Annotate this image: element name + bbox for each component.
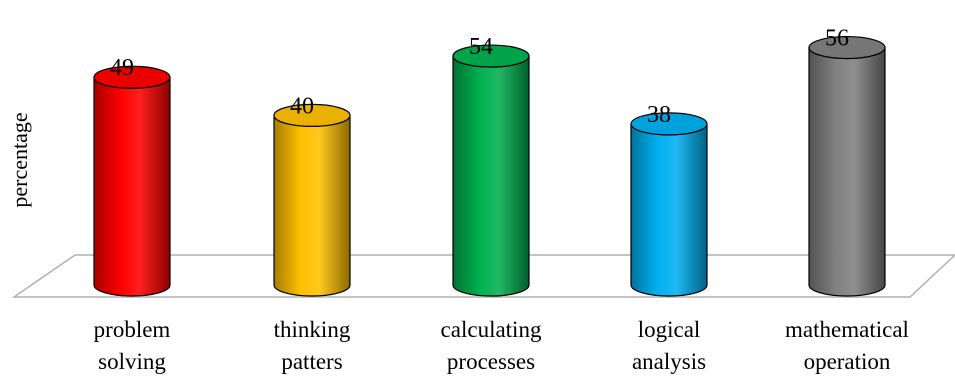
category-label-problem-solving-line-1: problem	[94, 317, 171, 342]
bar-top-logical-analysis	[630, 112, 708, 136]
category-label-mathematical-operation-line-1: mathematical	[785, 317, 909, 342]
bar-top-mathematical-operation	[808, 35, 886, 60]
value-label-thinking-patters: 40	[290, 93, 314, 119]
bar-top-thinking-patters	[273, 103, 351, 128]
bar-body-calculating-processes	[452, 55, 530, 297]
category-label-thinking-patters-line-2: patters	[281, 349, 342, 374]
bar-body-mathematical-operation	[808, 47, 886, 297]
category-label-problem-solving-line-2: solving	[98, 349, 166, 374]
bar-top-calculating-processes	[452, 44, 530, 68]
bar-logical-analysis	[630, 112, 708, 297]
bar-calculating-processes	[452, 44, 530, 297]
bar-problem-solving	[93, 65, 171, 297]
bar-thinking-patters	[273, 103, 351, 297]
bars-group	[93, 35, 886, 297]
value-label-logical-analysis: 38	[647, 102, 671, 128]
bar-top-problem-solving	[93, 65, 171, 89]
labels-group: 49 problem solving 40 thinking patters 54 calcu…	[94, 26, 909, 374]
category-label-thinking-patters-line-1: thinking	[274, 317, 351, 342]
value-label-problem-solving: 49	[110, 55, 134, 81]
bar-body-thinking-patters	[273, 115, 351, 297]
category-label-logical-analysis-line-1: logical	[638, 317, 701, 342]
value-label-calculating-processes: 54	[469, 34, 493, 60]
category-label-logical-analysis-line-2: analysis	[632, 349, 706, 374]
category-label-calculating-processes-line-2: processes	[447, 349, 535, 374]
bar-body-problem-solving	[93, 77, 171, 297]
category-label-mathematical-operation-line-2: operation	[804, 349, 891, 374]
bar-body-logical-analysis	[630, 123, 708, 297]
bar-mathematical-operation	[808, 35, 886, 297]
value-label-mathematical-operation: 56	[825, 26, 849, 52]
y-axis-label: percentage	[7, 112, 32, 207]
category-label-calculating-processes-line-1: calculating	[441, 317, 542, 342]
